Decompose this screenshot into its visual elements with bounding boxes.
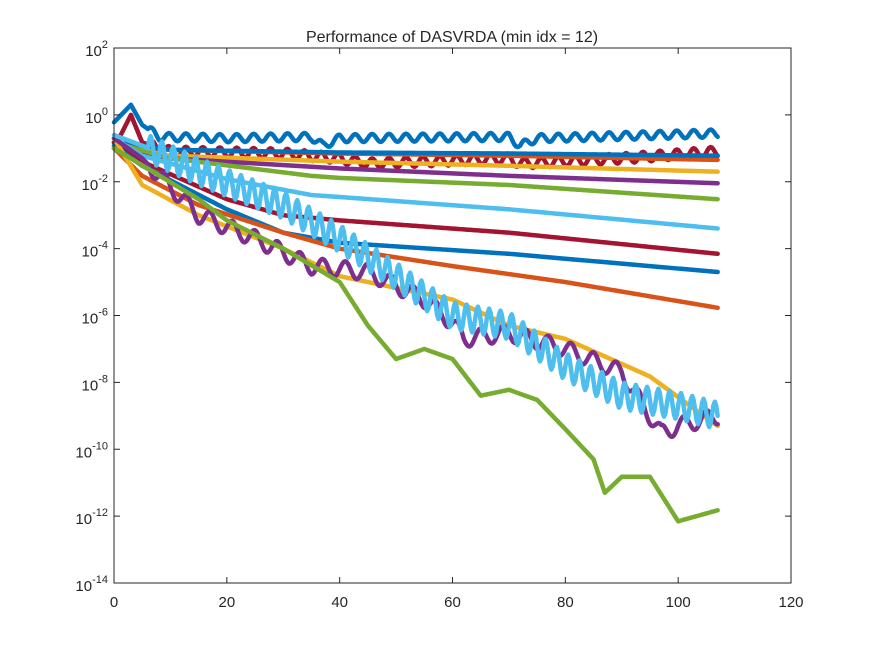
series-line-14 bbox=[111, 132, 720, 430]
series-line-6 bbox=[111, 146, 720, 186]
x-tick-label: 40 bbox=[331, 594, 348, 611]
series-line-7 bbox=[111, 140, 720, 202]
y-tick-label: 10-6 bbox=[82, 307, 108, 328]
y-tick-label: 10-4 bbox=[82, 240, 108, 261]
y-tick-label: 10-10 bbox=[75, 440, 108, 461]
chart-title: Performance of DASVRDA (min idx = 12) bbox=[306, 29, 598, 46]
series-line-15 bbox=[111, 146, 720, 524]
x-tick-label: 0 bbox=[110, 594, 118, 611]
x-tick-label: 80 bbox=[557, 594, 574, 611]
series-line-9 bbox=[111, 140, 720, 257]
y-tick-label: 100 bbox=[85, 106, 108, 127]
series-line-13 bbox=[111, 136, 720, 439]
series-line-5 bbox=[111, 143, 720, 174]
x-tick-label: 120 bbox=[778, 594, 803, 611]
series-line-10 bbox=[111, 143, 720, 275]
x-tick-label: 60 bbox=[444, 594, 461, 611]
series-layer bbox=[111, 102, 720, 524]
y-tick-label: 10-8 bbox=[82, 373, 108, 394]
series-line-1 bbox=[111, 102, 720, 150]
y-tick-label: 10-14 bbox=[75, 574, 108, 595]
y-tick-label: 10-12 bbox=[75, 507, 108, 528]
x-tick-label: 100 bbox=[666, 594, 691, 611]
x-tick-label: 20 bbox=[218, 594, 235, 611]
y-tick-label: 10-2 bbox=[82, 173, 108, 194]
y-tick-label: 102 bbox=[85, 39, 108, 60]
series-line-4 bbox=[111, 140, 720, 158]
series-line-2 bbox=[111, 112, 720, 171]
axes-layer: 0 20 40 60 80 100 120 102 100 10-2 10-4 10-6 10-8 10-… bbox=[75, 39, 803, 611]
